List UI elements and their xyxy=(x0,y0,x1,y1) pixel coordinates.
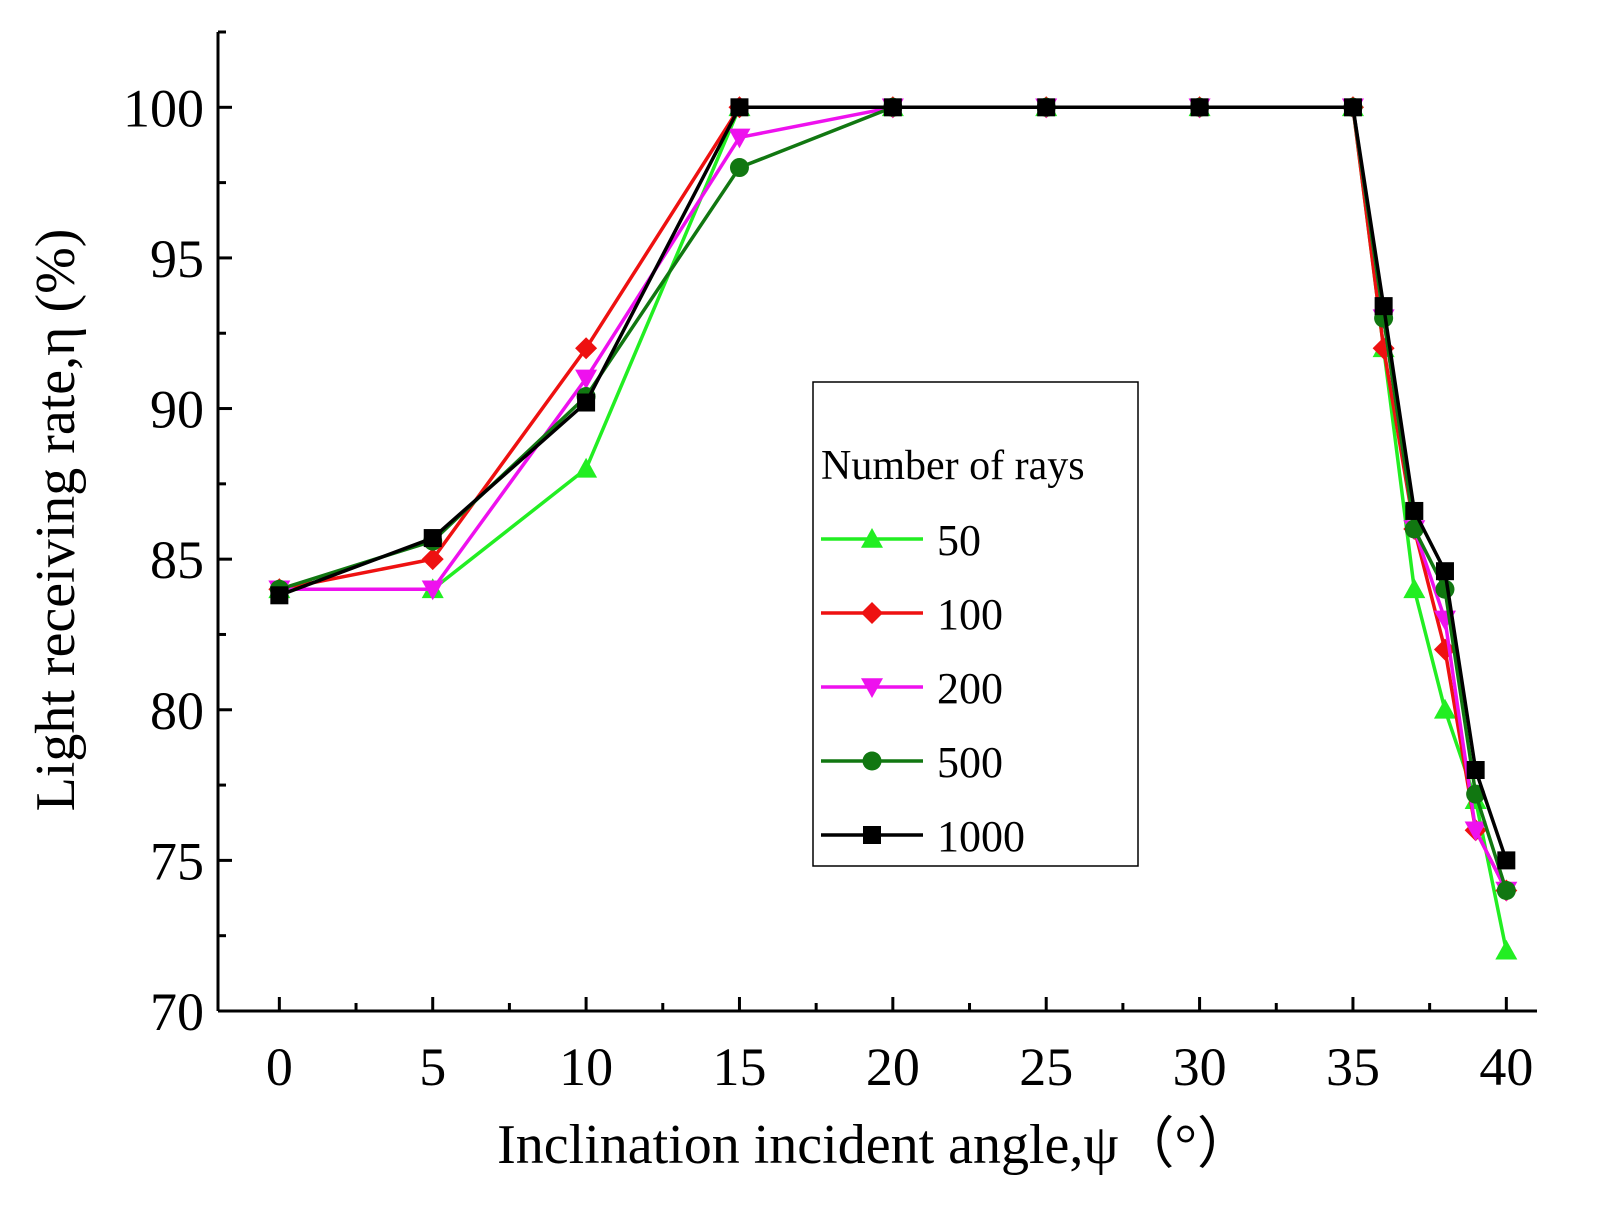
data-point xyxy=(1374,297,1393,316)
legend-item: 1000 xyxy=(821,812,1025,861)
y-tick-label: 80 xyxy=(150,681,204,741)
data-point xyxy=(1435,562,1454,581)
data-point xyxy=(730,98,749,117)
y-tick-label: 75 xyxy=(150,831,204,891)
data-point xyxy=(1495,939,1518,960)
x-tick-label: 20 xyxy=(866,1037,920,1097)
data-point xyxy=(1405,501,1424,520)
legend-title: Number of rays xyxy=(821,443,1085,489)
data-point xyxy=(577,393,596,412)
legend-marker xyxy=(861,528,883,548)
x-tick-label: 5 xyxy=(419,1037,446,1097)
legend-item: 200 xyxy=(821,664,1003,713)
legend-label: 100 xyxy=(937,590,1003,639)
data-point xyxy=(1404,519,1424,539)
x-tick-label: 10 xyxy=(559,1037,613,1097)
data-point xyxy=(421,580,444,601)
axes: 0 5 10 15 20 25 30 35 40 70 75 80 85 90 95 100 xyxy=(123,30,1537,1097)
data-point xyxy=(1496,881,1516,901)
data-point xyxy=(575,457,598,478)
data-point xyxy=(575,337,598,360)
data-point xyxy=(1464,821,1487,842)
data-point xyxy=(1037,98,1056,117)
y-tick-label: 95 xyxy=(150,229,204,289)
legend-label: 1000 xyxy=(937,812,1025,861)
legend-marker xyxy=(863,826,881,844)
data-point xyxy=(1497,851,1516,870)
legend-item: 100 xyxy=(821,590,1003,639)
legend-label: 50 xyxy=(937,516,981,565)
series-layer xyxy=(268,96,1518,960)
legend-label: 500 xyxy=(937,738,1003,787)
legend-item: 50 xyxy=(821,516,981,565)
legend-label: 200 xyxy=(937,664,1003,713)
legend-marker xyxy=(862,751,882,771)
data-point xyxy=(423,529,442,548)
x-tick-label: 35 xyxy=(1326,1037,1380,1097)
legend-marker xyxy=(861,678,883,698)
legend-box xyxy=(812,381,1139,867)
data-point xyxy=(270,586,289,605)
x-axis-title: Inclination incident angle,ψ（°） xyxy=(497,1114,1253,1176)
x-tick-label: 15 xyxy=(712,1037,766,1097)
x-tick-label: 25 xyxy=(1019,1037,1073,1097)
data-point xyxy=(1190,98,1209,117)
x-tick-label: 40 xyxy=(1479,1037,1533,1097)
y-tick-label: 70 xyxy=(150,982,204,1042)
data-point xyxy=(1433,698,1456,719)
data-point xyxy=(421,548,444,571)
series-1000 xyxy=(270,98,1516,870)
y-tick-label: 85 xyxy=(150,530,204,590)
data-point xyxy=(883,98,902,117)
y-axis-title: Light receiving rate,η (%) xyxy=(25,229,87,812)
x-tick-label: 0 xyxy=(266,1037,293,1097)
y-tick-label: 100 xyxy=(123,78,204,138)
data-point xyxy=(729,158,749,178)
y-tick-label: 90 xyxy=(150,380,204,440)
data-point xyxy=(1466,761,1485,780)
data-point xyxy=(1403,578,1426,599)
legend-item: 500 xyxy=(821,738,1003,787)
data-point xyxy=(575,369,598,390)
x-tick-label: 30 xyxy=(1173,1037,1227,1097)
data-point xyxy=(1343,98,1362,117)
legend: Number of rays 50 100 200 500 1000 xyxy=(812,381,1139,867)
data-point xyxy=(728,128,751,149)
legend-marker xyxy=(861,602,883,624)
